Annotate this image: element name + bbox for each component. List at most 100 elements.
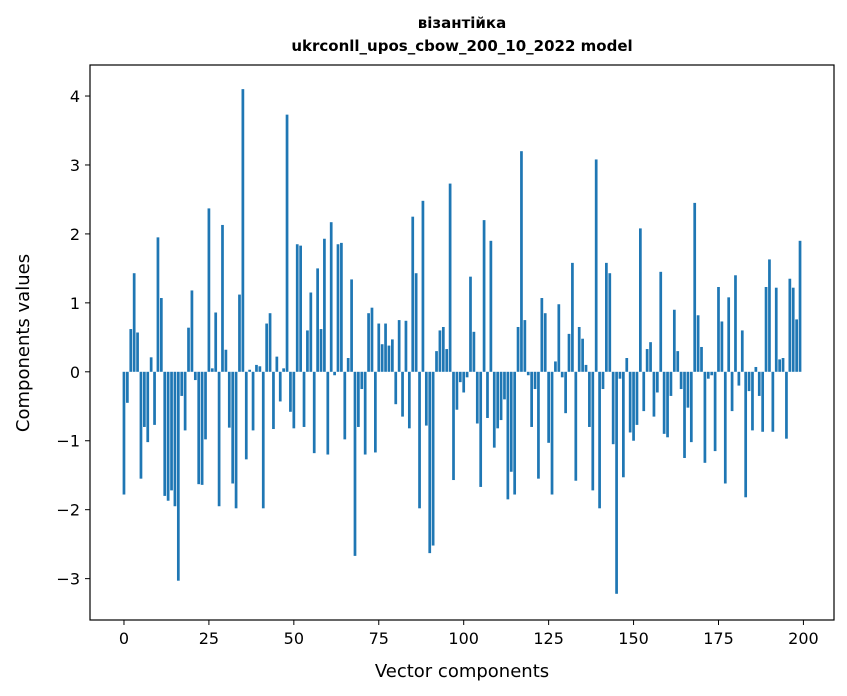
bar-component-33 <box>234 371 238 509</box>
bar-component-108 <box>489 240 493 372</box>
bar-component-162 <box>672 309 676 372</box>
bar-component-49 <box>289 371 292 412</box>
bar-component-193 <box>778 359 781 372</box>
bar-component-23 <box>200 371 204 485</box>
bar-component-123 <box>540 298 544 372</box>
x-tick-label: 175 <box>703 629 734 648</box>
x-tick-label: 0 <box>119 629 129 648</box>
chart-title-line2: ukrconll_upos_cbow_200_10_2022 model <box>291 37 632 55</box>
chart-title-line1: візантійка <box>418 14 506 32</box>
bar-component-198 <box>795 319 798 372</box>
bar-component-122 <box>537 371 540 479</box>
bar-component-192 <box>774 287 778 372</box>
bar-component-164 <box>679 371 683 390</box>
bar-component-42 <box>265 323 269 372</box>
bar-component-132 <box>571 262 574 372</box>
bar-component-166 <box>686 371 690 408</box>
bar-component-28 <box>217 371 221 507</box>
bar-component-145 <box>615 371 618 594</box>
bar-component-158 <box>659 271 663 372</box>
bar-component-175 <box>717 287 720 372</box>
bar-component-94 <box>441 326 445 372</box>
bar-component-178 <box>727 297 731 372</box>
bar-component-156 <box>652 371 656 417</box>
bar-component-119 <box>526 371 530 376</box>
bar-component-78 <box>387 345 391 372</box>
x-tick-label: 200 <box>788 629 819 648</box>
bar-component-152 <box>639 228 642 372</box>
bar-component-68 <box>353 371 357 556</box>
bar-component-16 <box>176 371 180 581</box>
bar-component-43 <box>268 313 272 372</box>
bar-component-149 <box>628 371 632 433</box>
bar-component-71 <box>363 371 367 455</box>
bar-component-46 <box>278 371 282 402</box>
bar-component-173 <box>710 371 714 376</box>
bar-component-127 <box>554 361 557 372</box>
bar-component-116 <box>516 326 520 372</box>
bar-component-19 <box>187 327 190 372</box>
bar-component-80 <box>394 371 398 405</box>
bar-component-56 <box>312 371 316 454</box>
bar-component-98 <box>455 371 459 410</box>
bar-component-57 <box>316 268 319 372</box>
bar-component-3 <box>132 273 136 372</box>
bar-component-191 <box>771 371 775 432</box>
bar-component-63 <box>336 244 340 372</box>
bar-component-179 <box>730 371 734 412</box>
x-axis-label: Vector components <box>375 661 549 682</box>
bar-component-27 <box>214 312 218 372</box>
bar-component-55 <box>309 292 313 372</box>
bar-component-143 <box>608 273 612 372</box>
bar-component-189 <box>764 287 768 372</box>
bar-component-174 <box>713 371 717 452</box>
bar-component-102 <box>469 276 472 372</box>
bar-component-128 <box>557 304 561 372</box>
bar-component-76 <box>380 344 384 372</box>
y-tick-label: 2 <box>70 225 80 244</box>
bar-component-87 <box>418 371 421 509</box>
bar-component-110 <box>496 371 500 429</box>
bar-component-186 <box>754 366 758 372</box>
bar-component-58 <box>319 329 323 372</box>
bar-component-91 <box>431 371 435 546</box>
bar-component-93 <box>438 330 442 372</box>
bar-component-106 <box>482 220 486 372</box>
bar-component-154 <box>645 349 649 372</box>
bar-component-118 <box>523 320 527 372</box>
bar-component-69 <box>357 371 360 427</box>
bar-component-48 <box>285 114 289 372</box>
bar-component-113 <box>506 371 510 500</box>
bar-component-184 <box>747 371 751 392</box>
bar-component-54 <box>306 330 309 372</box>
bar-component-160 <box>666 371 669 438</box>
x-tick-label: 50 <box>284 629 304 648</box>
x-tick-label: 125 <box>533 629 564 648</box>
bars-group <box>122 89 802 594</box>
y-tick-label: −2 <box>56 501 80 520</box>
bar-component-88 <box>421 200 425 372</box>
bar-component-8 <box>149 357 153 372</box>
bar-component-35 <box>241 89 245 372</box>
bar-component-171 <box>703 371 707 463</box>
bar-component-95 <box>445 349 449 372</box>
bar-component-5 <box>139 371 143 479</box>
bar-component-148 <box>625 358 629 372</box>
bar-component-125 <box>547 371 550 443</box>
bar-component-150 <box>632 371 635 441</box>
bar-component-138 <box>591 371 595 491</box>
bar-component-187 <box>757 371 761 396</box>
bar-component-61 <box>329 222 333 372</box>
bar-component-37 <box>248 369 252 372</box>
bar-component-163 <box>676 351 680 372</box>
bar-component-133 <box>574 371 578 481</box>
bar-component-188 <box>761 371 765 432</box>
bar-component-183 <box>744 371 748 498</box>
bar-component-83 <box>404 320 408 372</box>
bar-component-169 <box>696 315 700 372</box>
bar-component-84 <box>407 371 411 429</box>
y-tick-label: 1 <box>70 294 80 313</box>
bar-component-64 <box>340 242 343 372</box>
bar-component-45 <box>275 356 279 372</box>
bar-component-194 <box>781 358 785 372</box>
